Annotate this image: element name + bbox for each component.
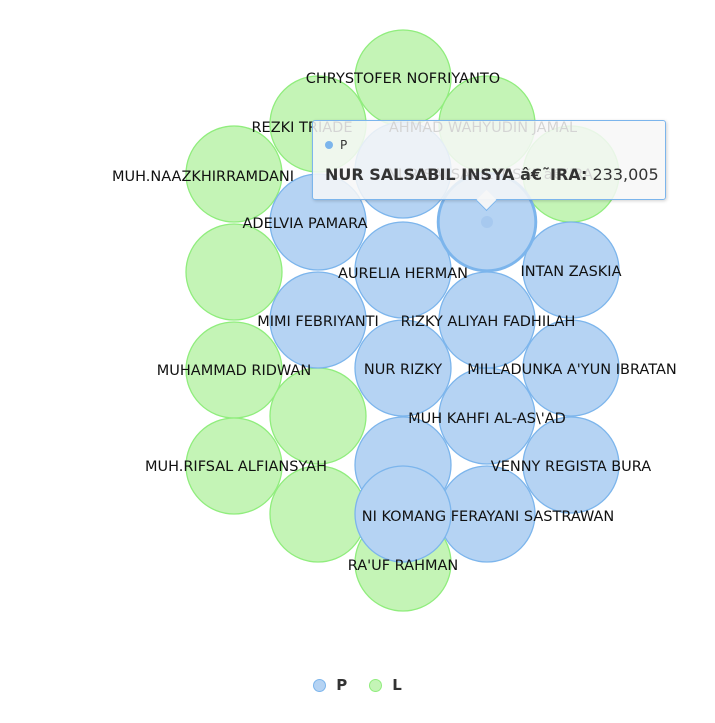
bubble-l-muh-rifsal-alfiansyah[interactable] [185,417,283,515]
bubble-l-unlabeled-9[interactable] [269,367,367,465]
bubble-label-p-intan-zaskia: INTAN ZASKIA [521,264,622,280]
legend-label-l: L [392,676,402,694]
bubble-l-unlabeled-10[interactable] [269,465,367,563]
bubble-label-p-adelvia-pamara: ADELVIA PAMARA [242,216,367,232]
tooltip-series-name: P [340,138,348,152]
legend-item-l[interactable]: L [369,676,402,694]
legend-swatch-p [313,678,327,692]
bubble-p-milladunka-a-yun-ibratan[interactable] [522,319,620,417]
bubble-p-mimi-febriyanti[interactable] [269,271,367,369]
bubble-label-l-muh-rifsal-alfiansyah: MUH.RIFSAL ALFIANSYAH [145,459,327,475]
bubble-label-l-chrystofer-nofriyanto: CHRYSTOFER NOFRIYANTO [306,71,500,87]
bubble-p-unlabeled-13[interactable] [354,465,452,563]
bubble-label-p-ni-komang-ferayani-sastrawan: NI KOMANG FERAYANI SASTRAWAN [362,509,615,525]
tooltip-point-value: 233,005 [592,165,659,184]
bubble-label-p-rizky-aliyah-fadhilah: RIZKY ALIYAH FADHILAH [401,314,576,330]
bubble-p-venny-regista-bura[interactable] [522,416,620,514]
bubble-label-p-muh-kahfi-al-as-ad: MUH KAHFI AL-AS\'AD [408,411,566,427]
bubble-label-p-venny-regista-bura: VENNY REGISTA BURA [491,459,652,475]
bubble-label-l-muhammad-ridwan: MUHAMMAD RIDWAN [157,363,312,379]
bubble-label-p-nur-rizky: NUR RIZKY [364,362,442,378]
bubble-label-p-milladunka-a-yun-ibratan: MILLADUNKA A'YUN IBRATAN [467,362,676,378]
legend-swatch-l [369,678,383,692]
bubble-label-l-muh-naazkhirramdani: MUH.NAAZKHIRRAMDANI [112,169,294,185]
bubble-label-p-aurelia-herman: AURELIA HERMAN [338,266,468,282]
legend-label-p: P [336,676,348,694]
bubble-p-muh-kahfi-al-as-ad[interactable] [438,367,536,465]
bubble-l-unlabeled-8[interactable] [185,223,283,321]
legend: P L [0,676,715,694]
tooltip-point-name: NUR SALSABIL INSYA â€˜IRA [325,165,581,184]
bubble-label-p-mimi-febriyanti: MIMI FEBRIYANTI [257,314,379,330]
tooltip-series-dot [325,141,333,149]
bubble-p-aurelia-herman[interactable] [354,221,452,319]
bubble-l-muh-naazkhirramdani[interactable] [185,125,283,223]
bubble-p-intan-zaskia[interactable] [522,221,620,319]
tooltip: P NUR SALSABIL INSYA â€˜IRA: 233,005 [312,120,666,212]
bubble-label-l-ra-uf-rahman: RA'UF RAHMAN [348,558,459,574]
hovered-point-marker [481,216,493,228]
legend-item-p[interactable]: P [313,676,347,694]
bubble-p-nur-rizky[interactable] [354,319,452,417]
